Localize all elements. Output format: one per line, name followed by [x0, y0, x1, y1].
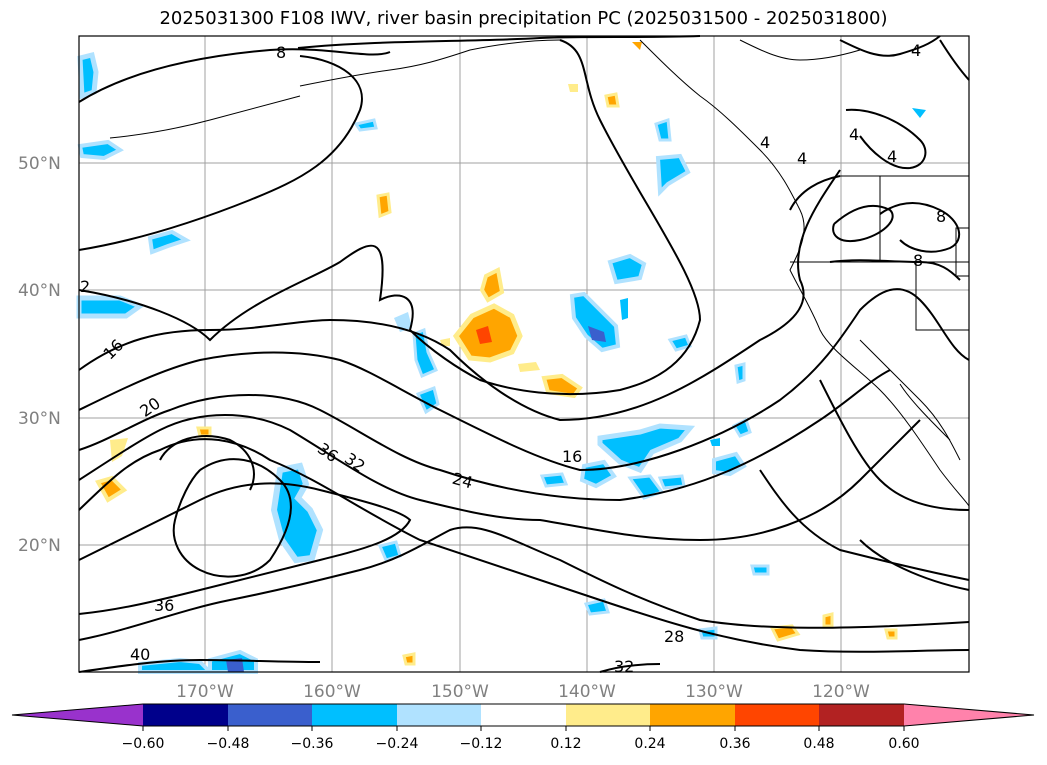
precip-negative-patches [76, 51, 926, 674]
colorbar-swatch [481, 704, 566, 726]
map-border [78, 35, 970, 673]
lat-labels: 50°N 40°N 30°N 20°N [18, 154, 61, 556]
contour-label: 2 [80, 277, 90, 296]
lon-label-130w: 130°W [685, 682, 743, 702]
colorbar-tick-label: 0.36 [719, 736, 750, 752]
lon-label-170w: 170°W [176, 682, 234, 702]
lat-label-20n: 20°N [18, 536, 61, 556]
contour-label: 8 [276, 43, 286, 62]
colorbar-swatch [819, 704, 904, 726]
contour-label: 36 [154, 596, 174, 615]
map-panel [76, 35, 970, 674]
colorbar-swatch [735, 704, 819, 726]
colorbar-swatch [228, 704, 312, 726]
colorbar-swatch [566, 704, 650, 726]
lat-label-50n: 50°N [18, 154, 61, 174]
contour-label: 4 [797, 149, 807, 168]
precip-positive-patches [95, 42, 898, 666]
colorbar-swatch [143, 704, 228, 726]
colorbar-tick-label: −0.36 [291, 736, 334, 752]
lon-label-150w: 150°W [431, 682, 489, 702]
contour-label: 32 [614, 657, 634, 676]
contour-label: 28 [664, 627, 684, 646]
colorbar-tick-label: −0.24 [376, 736, 419, 752]
contour-label: 40 [130, 645, 150, 664]
colorbar-tick-label: −0.12 [460, 736, 503, 752]
contour-label: 4 [849, 125, 859, 144]
contour-label: 16 [562, 447, 582, 466]
colorbar-extend-high [904, 704, 1034, 726]
colorbar-tick-label: −0.60 [122, 736, 165, 752]
coastline [109, 39, 970, 507]
map-title: 2025031300 F108 IWV, river basin precipi… [159, 8, 888, 29]
iwv-contours [78, 35, 970, 673]
contour-label: 24 [450, 469, 475, 493]
contour-label: 4 [911, 41, 921, 60]
colorbar-tick-label: 0.48 [803, 736, 834, 752]
contour-label: 4 [760, 133, 770, 152]
colorbar-extend-low [12, 704, 143, 726]
lon-label-120w: 120°W [812, 682, 870, 702]
colorbar: −0.60 −0.48 −0.36 −0.24 −0.12 0.12 0.24 … [11, 703, 1035, 752]
colorbar-tick-label: 0.60 [888, 736, 919, 752]
lon-labels: 170°W 160°W 150°W 140°W 130°W 120°W [176, 682, 870, 702]
contour-label: 8 [913, 251, 923, 270]
contour-label: 8 [936, 207, 946, 226]
colorbar-tick-label: 0.24 [634, 736, 665, 752]
lat-label-30n: 30°N [18, 409, 61, 429]
colorbar-tick-label: 0.12 [550, 736, 581, 752]
colorbar-swatch [397, 704, 481, 726]
colorbar-tick-label: −0.48 [207, 736, 250, 752]
lat-label-40n: 40°N [18, 281, 61, 301]
lon-label-160w: 160°W [303, 682, 361, 702]
colorbar-tickmarks [142, 726, 905, 731]
colorbar-swatch [650, 704, 735, 726]
lon-label-140w: 140°W [558, 682, 616, 702]
contour-label: 4 [887, 147, 897, 166]
colorbar-swatch [312, 704, 397, 726]
